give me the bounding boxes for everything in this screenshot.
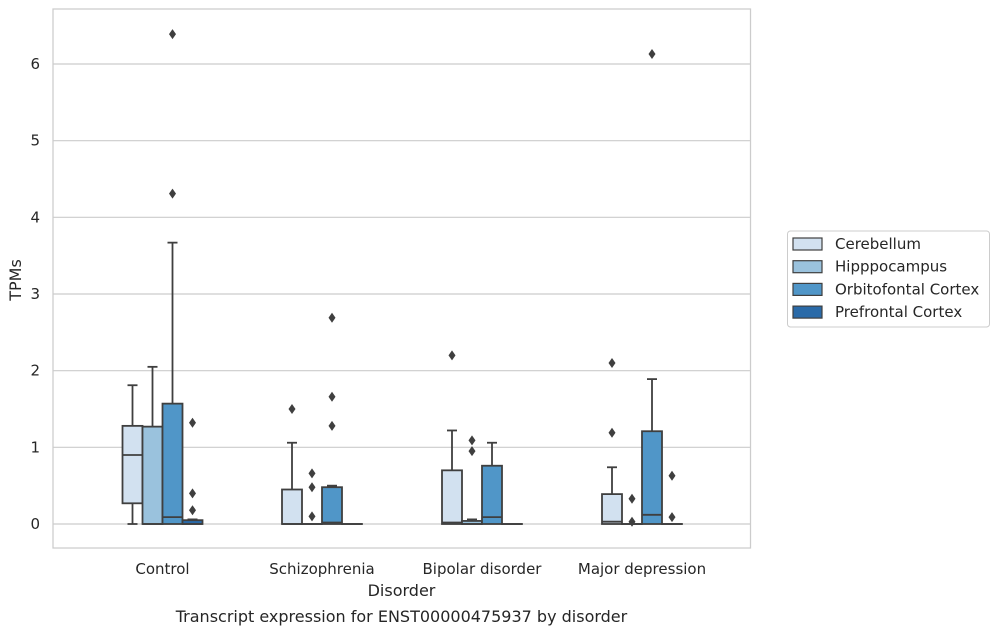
legend-label: Orbitofontal Cortex — [835, 280, 979, 298]
outlier-point — [328, 391, 336, 402]
outlier-point — [189, 488, 196, 499]
box-cerebellum — [281, 441, 303, 525]
legend: Cerebellum Hipppocampus Orbitofontal Corte… — [787, 230, 990, 328]
box-cerebellum — [121, 384, 144, 525]
box-body — [281, 488, 303, 525]
box-prefrontal-cortex — [181, 518, 204, 525]
box-body — [161, 402, 184, 525]
box-cerebellum — [601, 466, 623, 525]
outlier-point — [308, 468, 316, 479]
outlier-point — [608, 358, 616, 368]
outlier-point — [169, 29, 176, 40]
x-axis-label: Disorder — [368, 581, 436, 600]
outlier-point — [308, 511, 316, 522]
outlier-point — [328, 420, 336, 431]
y-tick-label: 4 — [30, 208, 40, 226]
legend-swatch — [792, 237, 823, 251]
outlier-point — [189, 505, 196, 516]
box-body — [141, 425, 164, 525]
outlier-point — [328, 312, 336, 323]
box-body — [601, 493, 623, 525]
legend-swatch — [792, 282, 823, 296]
box-hipppocampus — [461, 518, 483, 525]
box-cerebellum — [441, 429, 463, 525]
y-tick-label: 0 — [30, 515, 40, 533]
y-tick-labels: 0 1 2 3 4 5 6 — [30, 55, 40, 533]
y-tick-label: 5 — [30, 132, 40, 150]
legend-label: Hipppocampus — [835, 258, 947, 276]
box-body — [481, 464, 503, 525]
box-hipppocampus — [141, 365, 164, 525]
box-body — [321, 486, 343, 525]
chart-caption: Transcript expression for ENST0000047593… — [175, 607, 628, 626]
y-tick-label: 6 — [30, 55, 40, 73]
outlier-point — [308, 482, 316, 493]
outlier-points — [169, 29, 676, 527]
plot-frame — [52, 8, 752, 549]
legend-label: Prefrontal Cortex — [835, 303, 962, 321]
box-orbitofontal-cortex — [321, 484, 343, 525]
outlier-point — [628, 493, 636, 504]
x-tick-label: Major depression — [578, 560, 706, 578]
legend-label: Cerebellum — [835, 235, 921, 253]
box-body — [121, 424, 144, 505]
box-body — [441, 469, 463, 525]
outlier-point — [648, 49, 656, 60]
outlier-point — [668, 512, 676, 523]
x-tick-label: Control — [135, 560, 189, 578]
y-tick-label: 3 — [30, 285, 40, 303]
legend-items: Cerebellum Hipppocampus Orbitofontal Corte… — [792, 235, 979, 321]
outlier-point — [608, 427, 616, 438]
outlier-point — [668, 470, 676, 481]
y-tick-label: 2 — [30, 362, 40, 380]
outlier-point — [448, 350, 456, 361]
box-plots — [121, 241, 683, 525]
y-tick-label: 1 — [30, 438, 40, 456]
outlier-point — [628, 516, 636, 527]
legend-swatch — [792, 305, 823, 319]
box-body — [641, 430, 663, 525]
box-orbitofontal-cortex — [641, 378, 663, 525]
outlier-point — [288, 404, 296, 414]
box-orbitofontal-cortex — [161, 241, 184, 525]
outlier-point — [169, 188, 176, 199]
y-axis-label: TPMs — [6, 259, 25, 302]
legend-frame — [787, 230, 990, 328]
x-tick-labels: Control Schizophrenia Bipolar disorder Majo… — [135, 560, 706, 578]
outlier-point — [189, 417, 196, 428]
x-tick-label: Schizophrenia — [269, 560, 374, 578]
outlier-point — [468, 435, 476, 446]
outlier-point — [468, 446, 476, 457]
legend-swatch — [792, 260, 823, 274]
x-tick-label: Bipolar disorder — [423, 560, 543, 578]
box-orbitofontal-cortex — [481, 441, 503, 525]
